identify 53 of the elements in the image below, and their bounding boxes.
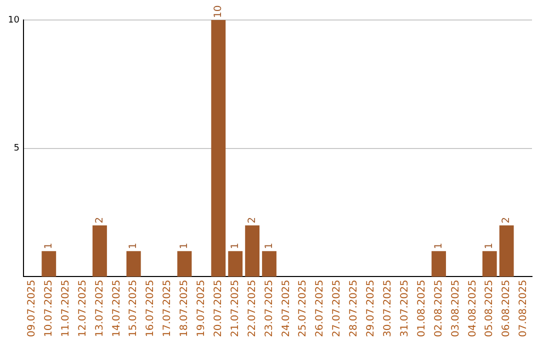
x-tick-label: 14.07.2025 xyxy=(111,280,122,338)
data-label: 1 xyxy=(433,242,444,250)
bar xyxy=(432,251,446,277)
bar xyxy=(42,251,56,277)
data-label: 1 xyxy=(43,242,54,250)
x-tick-label: 04.08.2025 xyxy=(467,280,478,338)
x-tick-label: 09.07.2025 xyxy=(26,280,38,338)
x-tick-label: 12.07.2025 xyxy=(77,280,88,338)
bar xyxy=(228,251,243,277)
x-tick-label: 22.07.2025 xyxy=(246,280,258,338)
x-tick-label: 03.08.2025 xyxy=(450,280,462,338)
y-tick-label: 5 xyxy=(14,144,20,154)
x-tick-label: 20.07.2025 xyxy=(212,280,224,338)
x-tick-label: 30.07.2025 xyxy=(382,280,394,338)
bar xyxy=(482,251,497,277)
x-tick-label: 06.08.2025 xyxy=(501,280,512,338)
x-tick-label: 02.08.2025 xyxy=(433,280,444,338)
bar xyxy=(245,225,260,277)
data-label: 1 xyxy=(264,242,275,250)
x-tick-label: 26.07.2025 xyxy=(314,280,326,338)
data-label: 1 xyxy=(484,242,496,250)
x-tick-label: 27.07.2025 xyxy=(332,280,343,338)
x-tick-label: 25.07.2025 xyxy=(298,280,309,338)
data-label: 1 xyxy=(128,242,140,250)
data-label: 2 xyxy=(246,217,258,224)
x-tick-label: 21.07.2025 xyxy=(230,280,241,338)
data-label: 2 xyxy=(501,217,512,224)
x-tick-label: 13.07.2025 xyxy=(94,280,106,338)
x-tick-label: 10.07.2025 xyxy=(43,280,54,338)
bar xyxy=(92,225,107,277)
x-tick-label: 23.07.2025 xyxy=(264,280,275,338)
x-tick-label: 07.08.2025 xyxy=(518,280,530,338)
bar xyxy=(126,251,141,277)
data-label: 1 xyxy=(179,242,190,250)
x-tick-label: 16.07.2025 xyxy=(145,280,156,338)
x-tick-label: 01.08.2025 xyxy=(416,280,428,338)
bar xyxy=(499,225,514,277)
x-tick-label: 24.07.2025 xyxy=(280,280,292,338)
x-tick-label: 18.07.2025 xyxy=(179,280,190,338)
x-tick-label: 11.07.2025 xyxy=(60,280,72,338)
x-tick-label: 29.07.2025 xyxy=(366,280,377,338)
x-tick-label: 28.07.2025 xyxy=(348,280,360,338)
data-label: 1 xyxy=(230,242,241,250)
x-tick-label: 05.08.2025 xyxy=(484,280,496,338)
data-label: 2 xyxy=(94,217,106,224)
bar xyxy=(177,251,192,277)
x-tick-label: 15.07.2025 xyxy=(128,280,140,338)
x-tick-label: 19.07.2025 xyxy=(196,280,208,338)
x-tick-label: 17.07.2025 xyxy=(162,280,174,338)
bar xyxy=(262,251,276,277)
data-label: 10 xyxy=(212,5,224,18)
bar xyxy=(211,20,226,277)
x-tick-label: 31.07.2025 xyxy=(399,280,410,338)
